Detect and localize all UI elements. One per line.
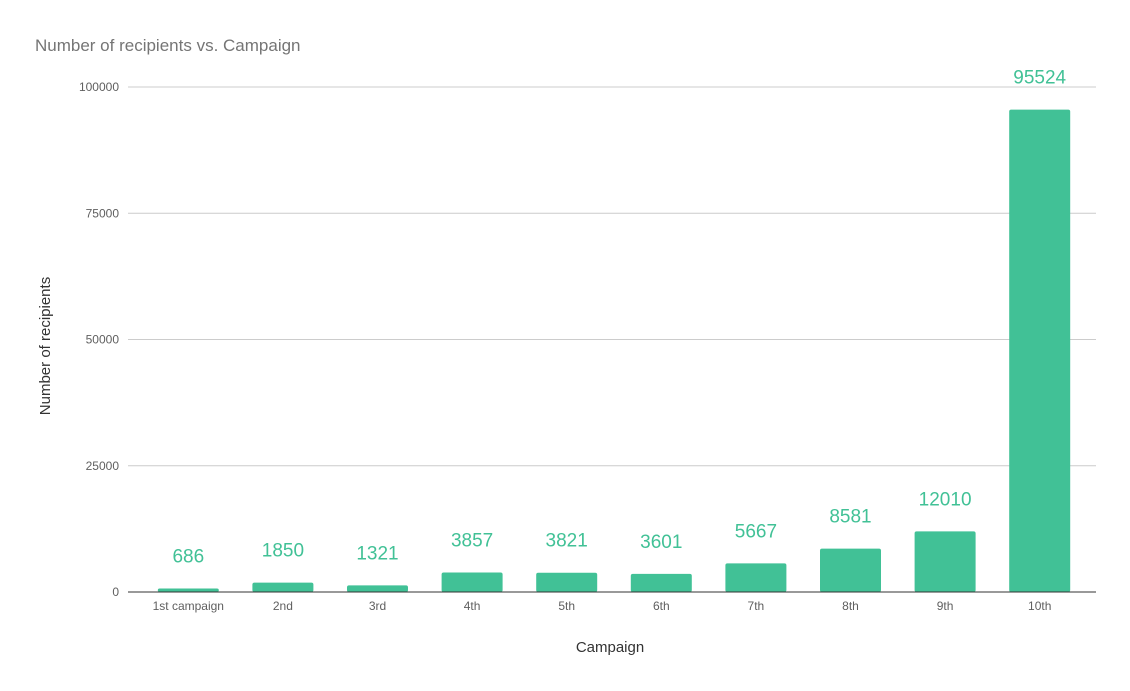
data-label: 95524	[1013, 68, 1066, 89]
data-label: 12010	[919, 489, 972, 510]
bar-3	[347, 585, 408, 592]
x-tick-label: 6th	[653, 599, 670, 613]
x-tick-labels: 1st campaign 2nd 3rd 4th 5th 6th 7th 8th 9th 10th	[153, 599, 1052, 613]
bar-1	[157, 588, 219, 592]
x-tick-label: 2nd	[273, 599, 293, 613]
x-tick-label: 8th	[842, 599, 859, 613]
y-tick-labels: 0 25000 50000 75000 100000	[79, 80, 119, 599]
bar-4	[441, 572, 503, 592]
x-tick-label: 5th	[558, 599, 575, 613]
x-tick-label: 3rd	[369, 599, 386, 613]
data-label: 8581	[829, 507, 871, 528]
grid-lines	[128, 86, 1096, 467]
y-tick-label: 50000	[86, 333, 120, 347]
chart-title: Number of recipients vs. Campaign	[35, 36, 301, 55]
x-tick-label: 1st campaign	[153, 599, 224, 613]
y-axis-title: Number of recipients	[37, 277, 54, 415]
data-label: 3601	[640, 532, 682, 553]
data-label: 3857	[451, 531, 493, 552]
data-label: 3821	[546, 531, 588, 552]
x-tick-label: 10th	[1028, 599, 1051, 613]
bar-5	[536, 572, 598, 592]
data-label: 686	[172, 547, 204, 568]
y-tick-label: 25000	[86, 459, 120, 473]
bar-7	[725, 563, 787, 592]
data-label: 1321	[356, 543, 398, 564]
data-label: 5667	[735, 521, 777, 542]
bar-8	[820, 548, 881, 592]
bar-6	[630, 573, 692, 592]
x-axis-title: Campaign	[576, 639, 644, 656]
bar-2	[252, 582, 314, 592]
data-label: 1850	[262, 541, 304, 562]
x-tick-label: 4th	[464, 599, 481, 613]
x-tick-label: 9th	[937, 599, 954, 613]
y-tick-label: 75000	[86, 206, 120, 220]
bar-9	[914, 531, 976, 592]
data-labels: 686 1850 1321 3857 3821 3601 5667 8581 12010 9552…	[172, 68, 1066, 568]
bar-10	[1009, 109, 1071, 593]
x-tick-label: 7th	[748, 599, 765, 613]
y-tick-label: 0	[112, 585, 119, 599]
bars	[157, 109, 1071, 593]
y-tick-label: 100000	[79, 80, 119, 94]
